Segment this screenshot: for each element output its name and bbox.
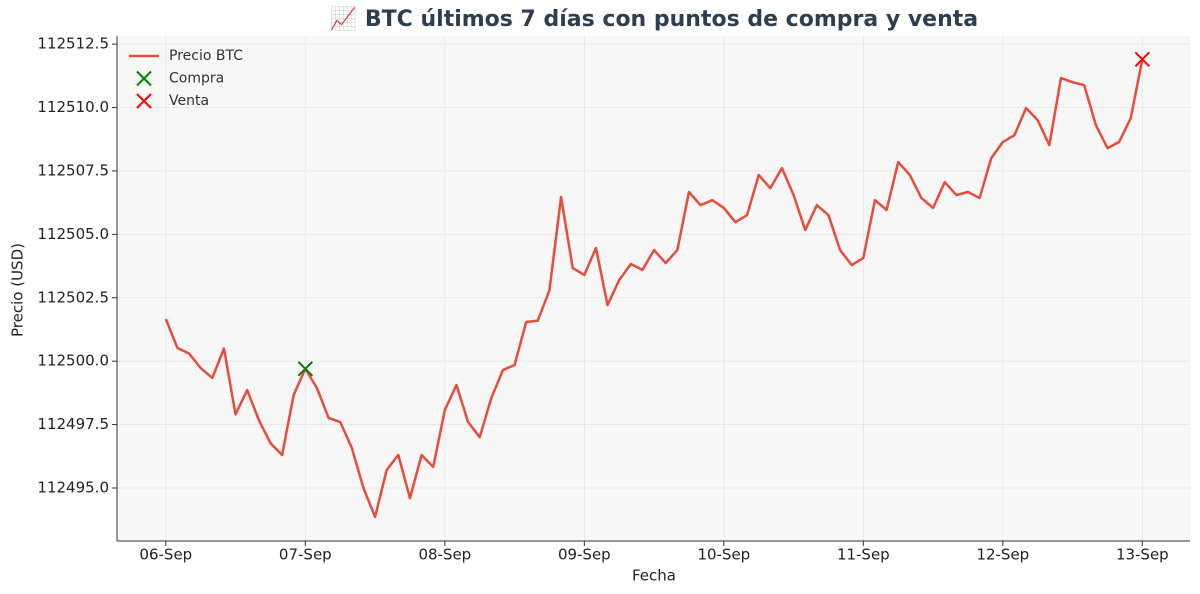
legend-label: Compra [169,71,224,87]
y-tick-label: 112495.0 [37,478,109,496]
chart-title: 📈 BTC últimos 7 días con puntos de compr… [330,6,978,32]
plot-area [117,36,1190,541]
x-tick-label: 06-Sep [139,546,192,564]
x-tick-label: 09-Sep [558,546,611,564]
x-tick-label: 12-Sep [976,546,1029,564]
legend-label: Precio BTC [169,48,243,64]
legend-swatch [136,70,152,87]
x-tick-label: 13-Sep [1116,546,1169,564]
y-tick-label: 112505.0 [37,225,109,243]
trade-marker [297,361,314,377]
x-tick-label: 07-Sep [279,546,332,564]
trade-marker [1134,51,1151,68]
y-tick-label: 112502.5 [37,288,109,306]
y-tick-label: 112507.5 [37,161,109,179]
y-tick-label: 112512.5 [37,35,109,53]
x-tick-label: 10-Sep [697,546,750,564]
y-axis-label: Precio (USD) [9,243,27,337]
legend-label: Venta [169,93,209,109]
y-tick-label: 112500.0 [37,352,109,370]
price-line [164,59,1144,519]
y-tick-label: 112510.0 [37,98,109,116]
x-axis-label: Fecha [632,567,676,585]
x-tick-label: 11-Sep [837,546,890,564]
legend-swatch [136,93,152,109]
y-tick-label: 112497.5 [37,415,109,433]
x-tick-label: 08-Sep [418,546,471,564]
